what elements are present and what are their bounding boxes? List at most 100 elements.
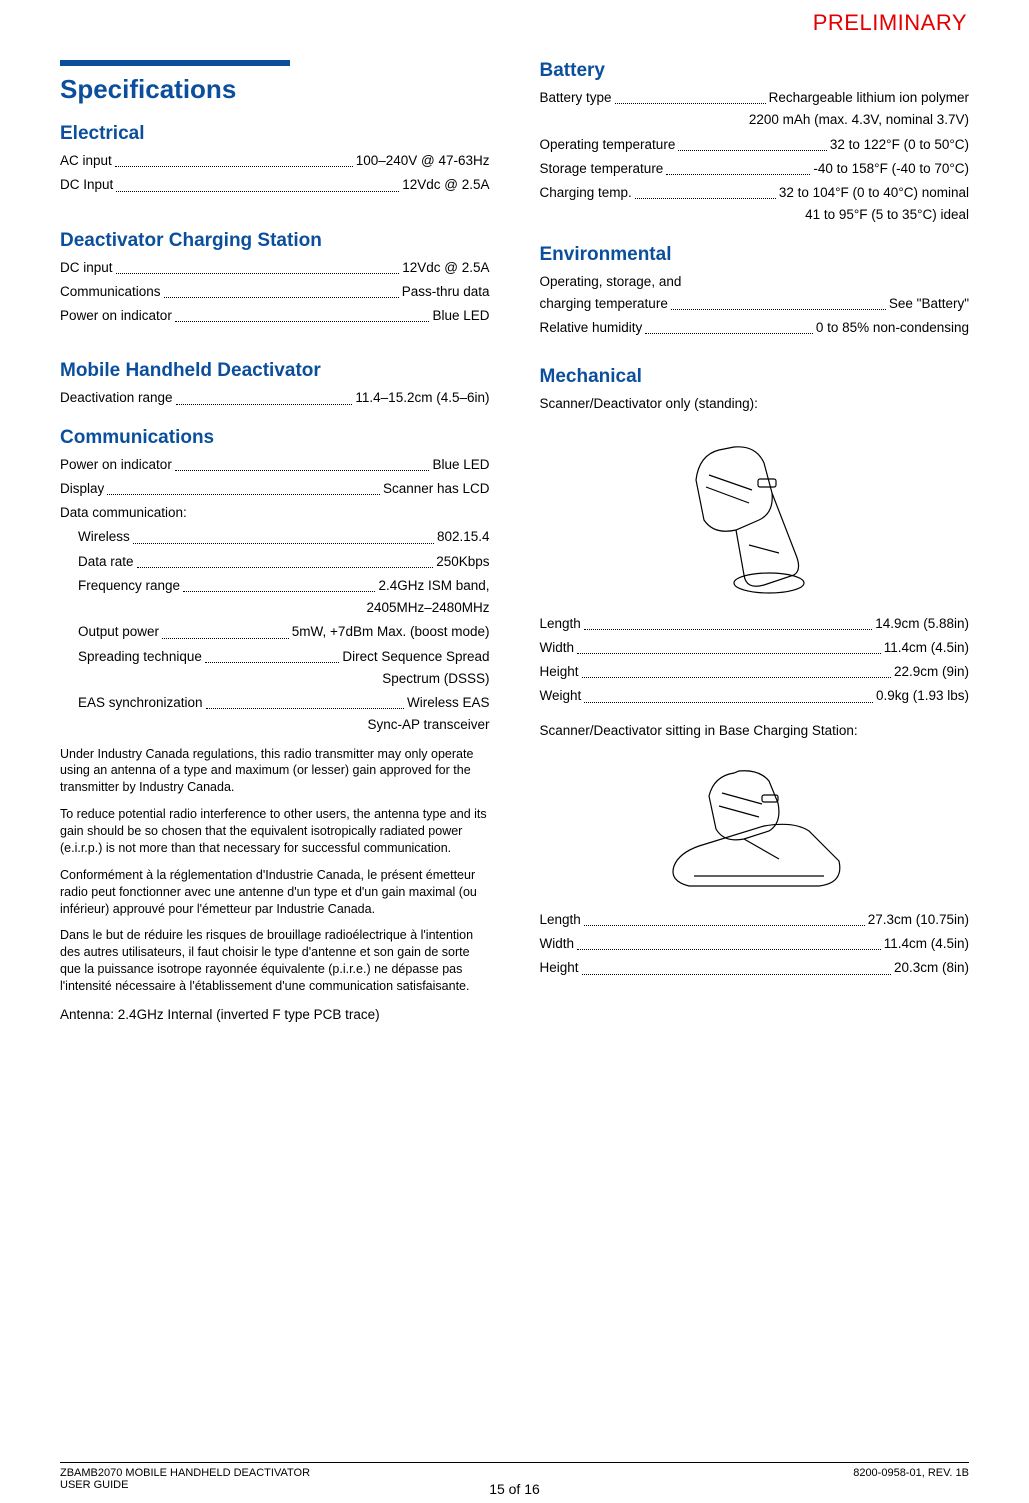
footer-product: ZBAMB2070 MOBILE HANDHELD DEACTIVATOR <box>60 1467 310 1479</box>
spec-value: 12Vdc @ 2.5A <box>402 175 489 195</box>
spec-value: Blue LED <box>432 306 489 326</box>
regulatory-note: Under Industry Canada regulations, this … <box>60 746 490 797</box>
spec-row: Spreading techniqueDirect Sequence Sprea… <box>60 647 490 667</box>
spec-label: Weight <box>540 686 582 706</box>
spec-value: 12Vdc @ 2.5A <box>402 258 489 278</box>
leader-dots <box>582 677 891 678</box>
spec-label: Display <box>60 479 104 499</box>
leader-dots <box>175 321 430 322</box>
leader-dots <box>666 174 810 175</box>
leader-dots <box>107 494 380 495</box>
page: PRELIMINARY Specifications Electrical AC… <box>0 0 1029 1503</box>
spec-value: 32 to 122°F (0 to 50°C) <box>830 135 969 155</box>
leader-dots <box>206 708 404 709</box>
spec-value-continuation: 41 to 95°F (5 to 35°C) ideal <box>540 205 970 225</box>
spec-value: Scanner has LCD <box>383 479 490 499</box>
regulatory-note: Dans le but de réduire les risques de br… <box>60 927 490 995</box>
spec-label: AC input <box>60 151 112 171</box>
spec-label: Communications <box>60 282 161 302</box>
spec-value: Pass-thru data <box>402 282 490 302</box>
leader-dots <box>582 974 891 975</box>
spec-value: -40 to 158°F (-40 to 70°C) <box>813 159 969 179</box>
spec-row: Display Scanner has LCD <box>60 479 490 499</box>
section-environmental: Environmental <box>540 244 970 266</box>
spec-row: Deactivation range11.4–15.2cm (4.5–6in) <box>60 388 490 408</box>
spec-value-continuation: 2405MHz–2480MHz <box>60 598 490 618</box>
leader-dots <box>137 567 434 568</box>
leader-dots <box>671 309 886 310</box>
spec-value: 2.4GHz ISM band, <box>378 576 489 596</box>
spec-row: Length27.3cm (10.75in) <box>540 910 970 930</box>
spec-value-continuation: Sync-AP transceiver <box>60 715 490 735</box>
spec-label: Data rate <box>78 552 134 572</box>
mech-dims-1: Length 14.9cm (5.88in) Width 11.4cm (4.5in)… <box>540 614 970 707</box>
spec-value: 11.4–15.2cm (4.5–6in) <box>355 388 489 408</box>
spec-row: Width11.4cm (4.5in) <box>540 934 970 954</box>
leader-dots <box>183 591 375 592</box>
spec-value: 20.3cm (8in) <box>894 958 969 978</box>
spec-value: 250Kbps <box>436 552 489 572</box>
spec-value: 14.9cm (5.88in) <box>875 614 969 634</box>
section-electrical: Electrical <box>60 123 490 145</box>
leader-dots <box>577 949 881 950</box>
spec-row: Wireless802.15.4 <box>60 527 490 547</box>
battery-rows: Battery type Rechargeable lithium ion pol… <box>540 88 970 226</box>
leader-dots <box>635 198 776 199</box>
spec-row: Height22.9cm (9in) <box>540 662 970 682</box>
spec-row: Power on indicatorBlue LED <box>60 455 490 475</box>
leader-dots <box>577 653 881 654</box>
spec-label: Output power <box>78 622 159 642</box>
spec-value: Direct Sequence Spread <box>342 647 489 667</box>
data-comm-label: Data communication: <box>60 503 490 523</box>
leader-dots <box>176 404 353 405</box>
spec-row: Power on indicator Blue LED <box>60 306 490 326</box>
spec-value: 32 to 104°F (0 to 40°C) nominal <box>779 183 969 203</box>
spec-row: AC input 100–240V @ 47-63Hz <box>60 151 490 171</box>
leader-dots <box>645 333 813 334</box>
spec-label: DC Input <box>60 175 113 195</box>
spec-value: 5mW, +7dBm Max. (boost mode) <box>292 622 490 642</box>
spec-row: Width 11.4cm (4.5in) <box>540 638 970 658</box>
spec-label: Battery type <box>540 88 612 108</box>
page-title: Specifications <box>60 74 490 105</box>
spec-value: Wireless EAS <box>407 693 490 713</box>
section-charging-station: Deactivator Charging Station <box>60 230 490 252</box>
spec-label: Width <box>540 638 575 658</box>
leader-dots <box>175 470 430 471</box>
spec-label: EAS synchronization <box>78 693 203 713</box>
spec-label: Charging temp. <box>540 183 632 203</box>
electrical-rows: AC input 100–240V @ 47-63Hz DC Input 12Vdc … <box>60 151 490 196</box>
section-mechanical: Mechanical <box>540 366 970 388</box>
spec-row: Length 14.9cm (5.88in) <box>540 614 970 634</box>
leader-dots <box>205 662 340 663</box>
deactivator-rows: Deactivation range11.4–15.2cm (4.5–6in) <box>60 388 490 408</box>
leader-dots <box>116 273 400 274</box>
spec-row: Operating temperature 32 to 122°F (0 to 5… <box>540 135 970 155</box>
env-rows: charging temperatureSee "Battery"Relativ… <box>540 294 970 339</box>
spec-label: Operating temperature <box>540 135 676 155</box>
leader-dots <box>162 638 289 639</box>
spec-row: Data rate 250Kbps <box>60 552 490 572</box>
spec-label: Power on indicator <box>60 306 172 326</box>
regulatory-notes: Under Industry Canada regulations, this … <box>60 746 490 995</box>
spec-label: Length <box>540 614 581 634</box>
data-comm-rows: Wireless802.15.4 Data rate 250Kbps Frequenc… <box>60 527 490 735</box>
spec-value: Rechargeable lithium ion polymer <box>769 88 969 108</box>
section-communications: Communications <box>60 427 490 449</box>
mech-dims-2: Length27.3cm (10.75in) Width11.4cm (4.5in… <box>540 910 970 979</box>
spec-label: Frequency range <box>78 576 180 596</box>
spec-value: See "Battery" <box>889 294 969 314</box>
spec-label: Height <box>540 958 579 978</box>
footer-page-number: 15 of 16 <box>60 1481 969 1497</box>
spec-value: 11.4cm (4.5in) <box>884 638 969 658</box>
spec-label: DC input <box>60 258 113 278</box>
spec-value: 100–240V @ 47-63Hz <box>356 151 490 171</box>
spec-value: 0.9kg (1.93 lbs) <box>876 686 969 706</box>
left-column: Specifications Electrical AC input 100–24… <box>60 20 490 1029</box>
section-deactivator: Mobile Handheld Deactivator <box>60 360 490 382</box>
mech-caption-2: Scanner/Deactivator sitting in Base Char… <box>540 721 970 741</box>
scanner-standing-illustration <box>540 425 970 608</box>
spec-value: 11.4cm (4.5in) <box>884 934 969 954</box>
spec-value: 802.15.4 <box>437 527 490 547</box>
comm-rows: Power on indicatorBlue LED Display Scanner… <box>60 455 490 500</box>
